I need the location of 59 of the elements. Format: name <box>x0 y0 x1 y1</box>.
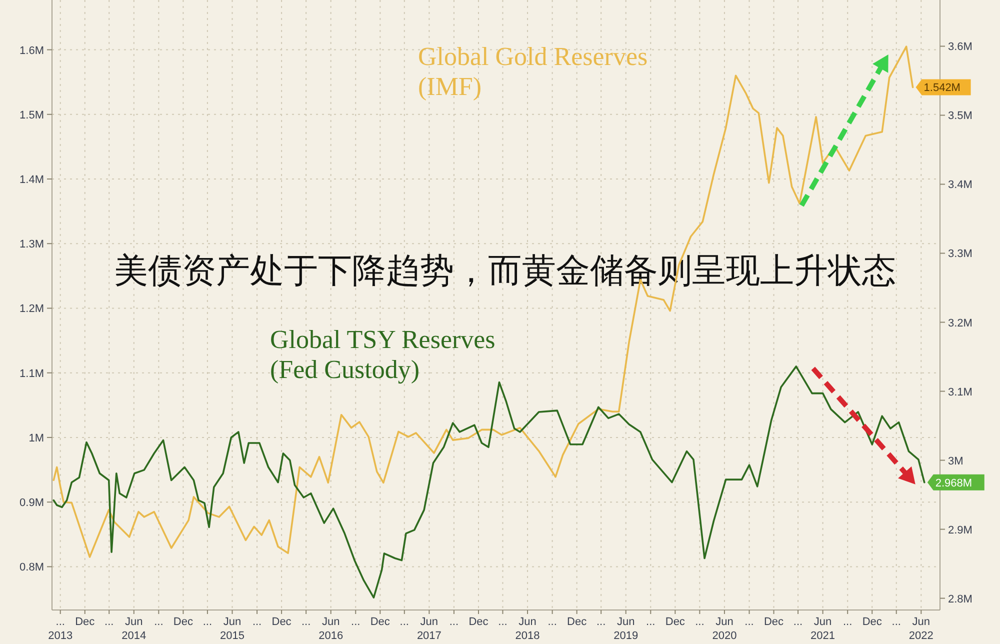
y2-tick-label: 2.8M <box>948 593 972 606</box>
x-tick-label: ... <box>843 616 852 628</box>
y2-tick-label: 3.1M <box>948 386 972 398</box>
x-tick-label: ... <box>202 616 212 628</box>
x-tick-label: Dec <box>468 616 489 628</box>
y-tick-label: 1.4M <box>20 174 44 186</box>
line-series <box>52 46 914 558</box>
x-tick-label: ... <box>104 616 114 628</box>
y-tick-label: 0.8M <box>20 562 44 574</box>
x-tick-label: ... 2013 <box>48 616 73 642</box>
y-tick-label: 1.5M <box>20 109 44 122</box>
x-tick-label: Jun 2016 <box>318 616 344 642</box>
data-label: 2.968M <box>935 477 972 490</box>
x-tick-label: Dec <box>75 616 96 628</box>
y2-tick-label: 3.5M <box>948 110 972 122</box>
x-tick-label: Dec <box>665 616 686 628</box>
x-tick-label: Jun 2021 <box>810 616 836 642</box>
y-tick-label: 0.9M <box>20 497 44 510</box>
x-tick-label: Dec <box>370 616 390 628</box>
x-tick-label: ... <box>400 616 409 628</box>
x-tick-label: Jun 2019 <box>614 616 638 642</box>
x-tick-label: ... <box>892 616 901 628</box>
x-tick-label: Jun 2015 <box>220 616 244 642</box>
x-tick-label: ... <box>301 616 311 628</box>
data-label: 1.542M <box>924 82 960 94</box>
y-tick-label: 1.2M <box>20 303 44 316</box>
x-tick-label: Jun 2014 <box>122 616 146 642</box>
x-tick-label: Jun 2020 <box>712 616 737 642</box>
x-tick-label: ... <box>548 616 557 628</box>
y-tick-label: 1M <box>28 432 44 444</box>
x-tick-label: Dec <box>272 616 292 628</box>
y-tick-label: 1.1M <box>20 368 44 380</box>
y2-tick-label: 3.6M <box>948 41 972 54</box>
x-tick-label: Dec <box>764 616 784 628</box>
x-tick-label: Jun 2017 <box>416 616 442 642</box>
x-tick-label: ... <box>596 616 606 628</box>
x-tick-label: ... <box>154 616 164 628</box>
y-tick-label: 1.6M <box>20 44 44 57</box>
x-tick-label: Dec <box>862 616 882 628</box>
x-tick-label: ... <box>744 616 754 628</box>
x-tick-label: ... <box>498 616 508 628</box>
x-tick-label: ... <box>449 616 459 628</box>
y2-tick-label: 3.3M <box>948 248 972 260</box>
x-tick-label: Dec <box>567 616 588 628</box>
x-tick-label: ... <box>646 616 656 628</box>
x-tick-label: Jun 2022 <box>908 616 934 642</box>
y2-tick-label: 3M <box>948 455 964 468</box>
y2-tick-label: 3.2M <box>948 317 972 330</box>
series-label: Global TSY Reserves (Fed Custody) <box>270 325 496 384</box>
x-tick-label: ... <box>351 616 360 628</box>
y2-tick-label: 3.4M <box>948 179 972 192</box>
y2-tick-label: 2.9M <box>948 524 972 536</box>
y-tick-label: 1.3M <box>20 238 44 251</box>
x-tick-label: ... <box>695 616 704 628</box>
x-tick-label: ... <box>252 616 262 628</box>
x-tick-label: Jun 2018 <box>515 616 540 642</box>
text: Global Gold Reserves (IMF) <box>418 42 648 101</box>
x-tick-label: Dec <box>173 616 194 628</box>
x-tick-label: ... <box>793 616 803 628</box>
